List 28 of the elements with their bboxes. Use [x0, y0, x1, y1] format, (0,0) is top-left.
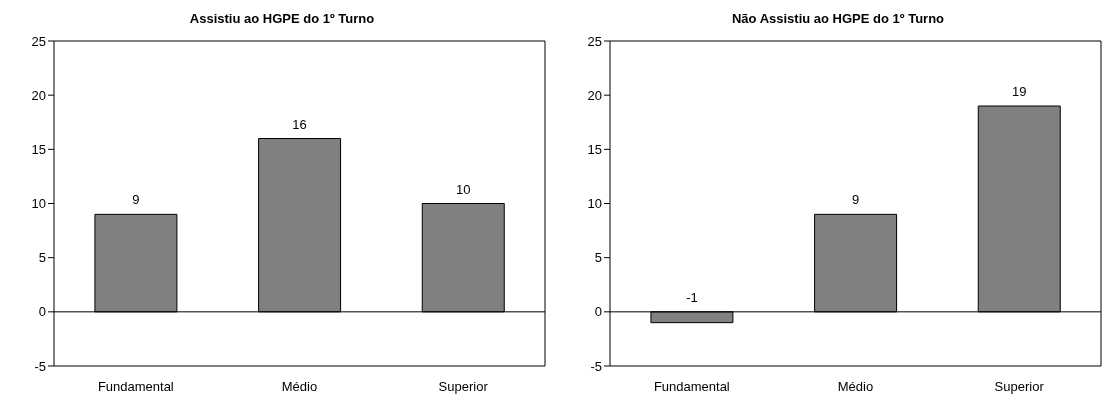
data-label: 9	[132, 192, 140, 208]
y-tick-label: 20	[587, 87, 602, 103]
data-label: 9	[851, 192, 860, 208]
chart-title: Não Assistiu ao HGPE do 1º Turno	[730, 10, 946, 28]
y-tick-label: 0	[38, 304, 46, 320]
y-tick-label: 25	[587, 33, 602, 49]
y-tick-label: 10	[31, 196, 46, 212]
y-tick-label: 5	[38, 250, 46, 266]
data-label: 10	[456, 181, 471, 197]
chart-title: Assistiu ao HGPE do 1º Turno	[188, 10, 376, 28]
y-tick-label: 10	[587, 196, 602, 212]
x-tick-label: Superior	[994, 379, 1045, 395]
x-tick-label: Médio	[281, 379, 318, 395]
x-tick-label: Fundamental	[97, 379, 174, 395]
x-tick-label: Fundamental	[653, 379, 730, 395]
y-tick-label: 15	[587, 141, 602, 157]
y-tick-label: 25	[31, 33, 46, 49]
y-tick-label: -5	[34, 358, 46, 374]
y-tick-label: 15	[31, 141, 46, 157]
data-label: 16	[292, 116, 307, 132]
data-label: 19	[1012, 84, 1027, 99]
x-tick-label: Médio	[837, 379, 874, 395]
x-tick-label: Superior	[438, 379, 489, 395]
data-label: -1	[686, 289, 698, 305]
y-tick-label: -5	[590, 358, 602, 374]
y-tick-label: 0	[594, 304, 602, 320]
y-tick-label: 20	[31, 87, 46, 103]
y-tick-label: 5	[594, 250, 602, 266]
